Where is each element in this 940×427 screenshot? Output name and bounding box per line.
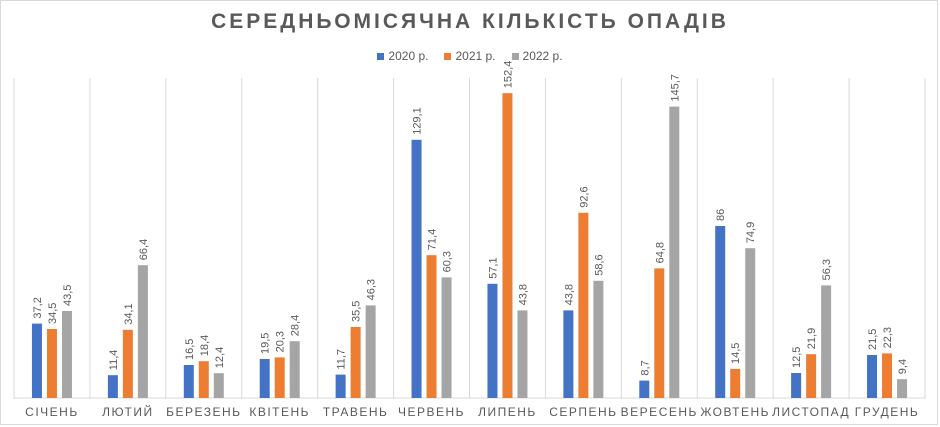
- bar: [791, 373, 802, 398]
- data-label: 9,4: [897, 359, 909, 374]
- bar: [122, 329, 133, 398]
- x-tick-label: ЖОВТЕНЬ: [700, 405, 770, 419]
- data-label: 92,6: [578, 186, 590, 207]
- data-label: 129,1: [412, 107, 424, 135]
- legend-swatch-2022: [511, 52, 519, 60]
- x-tick-label: БЕРЕЗЕНЬ: [166, 405, 241, 419]
- data-label: 11,7: [336, 349, 348, 370]
- data-label: 43,8: [563, 284, 575, 305]
- bar: [61, 311, 72, 398]
- data-label: 21,5: [867, 329, 879, 350]
- data-label: 37,2: [32, 297, 44, 318]
- x-tick-label: ЛИПЕНЬ: [478, 405, 537, 419]
- x-tick-label: ЛЮТИЙ: [102, 404, 153, 419]
- data-label: 43,5: [62, 285, 74, 306]
- data-label: 56,3: [821, 259, 833, 280]
- legend: 2020 р. 2021 р. 2022 р.: [0, 49, 940, 63]
- data-label: 60,3: [442, 251, 454, 272]
- data-label: 34,1: [123, 303, 135, 324]
- legend-label-2021: 2021 р.: [455, 49, 496, 63]
- bar: [669, 106, 680, 398]
- legend-item-2022: 2022 р.: [511, 49, 563, 63]
- bar: [335, 374, 346, 398]
- bar: [411, 139, 422, 399]
- x-tick-label: СЕРПЕНЬ: [549, 405, 617, 419]
- legend-label-2022: 2022 р.: [522, 49, 563, 63]
- legend-item-2020: 2020 р.: [377, 49, 428, 63]
- data-label: 66,4: [138, 239, 150, 260]
- bar: [213, 373, 224, 398]
- data-label: 22,3: [882, 327, 894, 348]
- x-tick-label: КВІТЕНЬ: [249, 405, 310, 419]
- bar: [563, 310, 574, 398]
- bar: [502, 93, 513, 398]
- bar: [198, 361, 209, 398]
- data-label: 43,8: [517, 284, 529, 305]
- data-label: 57,1: [487, 257, 499, 278]
- x-tick-label: ЧЕРВЕНЬ: [398, 405, 465, 419]
- data-label: 19,5: [260, 333, 272, 354]
- x-tick-label: ВЕРЕСЕНЬ: [621, 405, 698, 419]
- data-label: 12,5: [791, 347, 803, 368]
- data-label: 18,4: [199, 335, 211, 356]
- bar: [350, 327, 361, 398]
- bar: [487, 283, 498, 398]
- bar: [806, 354, 817, 398]
- data-label: 16,5: [184, 339, 196, 360]
- data-label: 28,4: [290, 315, 302, 336]
- data-label: 11,4: [108, 350, 120, 371]
- bar: [31, 323, 42, 398]
- data-label: 86: [715, 209, 727, 221]
- data-label: 152,4: [502, 61, 514, 89]
- data-label: 58,6: [593, 254, 605, 275]
- data-label: 74,9: [745, 222, 757, 243]
- bar: [517, 310, 528, 398]
- bar: [137, 265, 148, 398]
- bar: [183, 365, 194, 398]
- bar: [426, 255, 437, 398]
- x-tick-label: ЛИСТОПАД: [772, 405, 850, 419]
- bar: [365, 305, 376, 398]
- data-label: 14,5: [730, 343, 742, 364]
- bar: [46, 329, 57, 398]
- data-label: 21,9: [806, 328, 818, 349]
- bar: [289, 341, 300, 398]
- bar: [730, 369, 741, 398]
- data-label: 145,7: [669, 74, 681, 102]
- bar: [107, 375, 118, 398]
- data-label: 46,3: [366, 279, 378, 300]
- legend-item-2021: 2021 р.: [444, 49, 496, 63]
- x-tick-label: ГРУДЕНЬ: [855, 405, 920, 419]
- legend-swatch-2020: [377, 52, 385, 60]
- bar: [639, 380, 650, 398]
- bar: [821, 285, 832, 398]
- bar: [882, 353, 893, 398]
- bar: [745, 248, 756, 398]
- data-label: 71,4: [427, 229, 439, 250]
- bar: [441, 277, 452, 398]
- bar: [867, 355, 878, 398]
- bar: [593, 280, 604, 398]
- x-tick-label: СІЧЕНЬ: [25, 405, 79, 419]
- chart-title: СЕРЕДНЬОМІСЯЧНА КІЛЬКІСТЬ ОПАДІВ: [211, 10, 729, 33]
- bar: [897, 379, 908, 398]
- data-label: 35,5: [351, 301, 363, 322]
- bar: [274, 357, 285, 398]
- legend-swatch-2021: [444, 52, 452, 60]
- x-tick-label: ТРАВЕНЬ: [323, 405, 389, 419]
- data-label: 8,7: [639, 360, 651, 375]
- bar: [654, 268, 665, 398]
- data-label: 64,8: [654, 242, 666, 263]
- bar: [715, 226, 726, 398]
- data-label: 34,5: [47, 303, 59, 324]
- bar: [578, 212, 589, 398]
- legend-label-2020: 2020 р.: [388, 49, 429, 63]
- data-label: 20,3: [275, 331, 287, 352]
- bar: [259, 359, 270, 398]
- data-label: 12,4: [214, 347, 226, 368]
